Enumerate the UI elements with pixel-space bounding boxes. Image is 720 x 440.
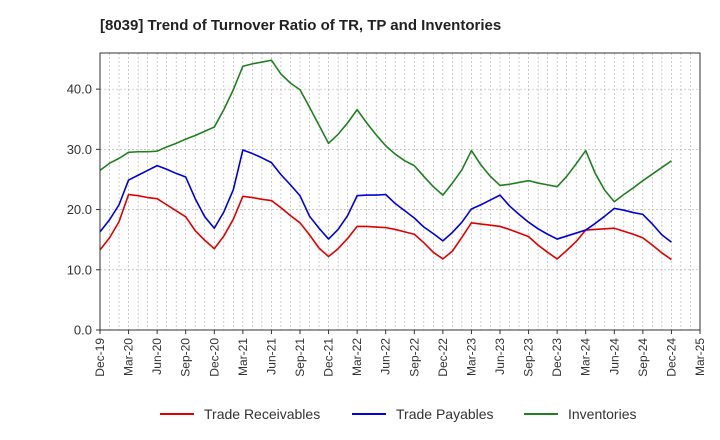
x-tick-label: Jun-21	[264, 338, 278, 375]
x-tick-label: Jun-23	[493, 338, 507, 375]
legend-label-trade-receivables: Trade Receivables	[204, 406, 320, 422]
series-lines	[99, 59, 672, 261]
x-tick-label: Sep-22	[407, 338, 421, 377]
x-tick-label: Dec-24	[664, 338, 678, 377]
x-tick-label: Mar-20	[122, 338, 136, 376]
x-tick-label: Jun-24	[607, 338, 621, 375]
chart-title: [8039] Trend of Turnover Ratio of TR, TP…	[100, 17, 501, 34]
x-tick-label: Mar-23	[464, 338, 478, 376]
y-tick-label: 40.0	[67, 82, 92, 97]
x-axis-ticks: Dec-19 Mar-20 Jun-20 Sep-20 Dec-20 Mar-21 Jun-…	[93, 330, 707, 377]
series-line-inventories	[99, 59, 672, 203]
x-tick-label: Jun-20	[150, 338, 164, 375]
x-tick-label: Sep-21	[293, 338, 307, 377]
y-tick-label: 30.0	[67, 142, 92, 157]
x-tick-label: Mar-21	[236, 338, 250, 376]
x-tick-label: Dec-23	[550, 338, 564, 377]
y-tick-label: 10.0	[67, 262, 92, 277]
plot-area-frame	[99, 52, 701, 331]
x-tick-label: Dec-21	[322, 338, 336, 377]
series-line-trade-receivables	[99, 193, 672, 261]
x-tick-label: Mar-24	[579, 338, 593, 376]
y-axis-ticks: 0.0 10.0 20.0 30.0 40.0	[67, 82, 100, 338]
x-tick-label: Mar-22	[350, 338, 364, 376]
y-tick-label: 0.0	[74, 323, 92, 338]
legend-label-trade-payables: Trade Payables	[396, 406, 494, 422]
x-tick-label: Dec-20	[207, 338, 221, 377]
x-tick-label: Mar-25	[693, 338, 707, 376]
x-tick-label: Dec-22	[436, 338, 450, 377]
x-tick-label: Sep-24	[636, 338, 650, 377]
y-tick-label: 20.0	[67, 202, 92, 217]
x-tick-label: Sep-23	[522, 338, 536, 377]
grid	[99, 53, 701, 330]
x-tick-label: Jun-22	[379, 338, 393, 375]
x-tick-label: Dec-19	[93, 338, 107, 377]
series-line-trade-payables	[99, 149, 672, 243]
x-tick-label: Sep-20	[179, 338, 193, 377]
legend-label-inventories: Inventories	[568, 406, 636, 422]
legend: Trade Receivables Trade Payables Inventori…	[160, 406, 636, 422]
